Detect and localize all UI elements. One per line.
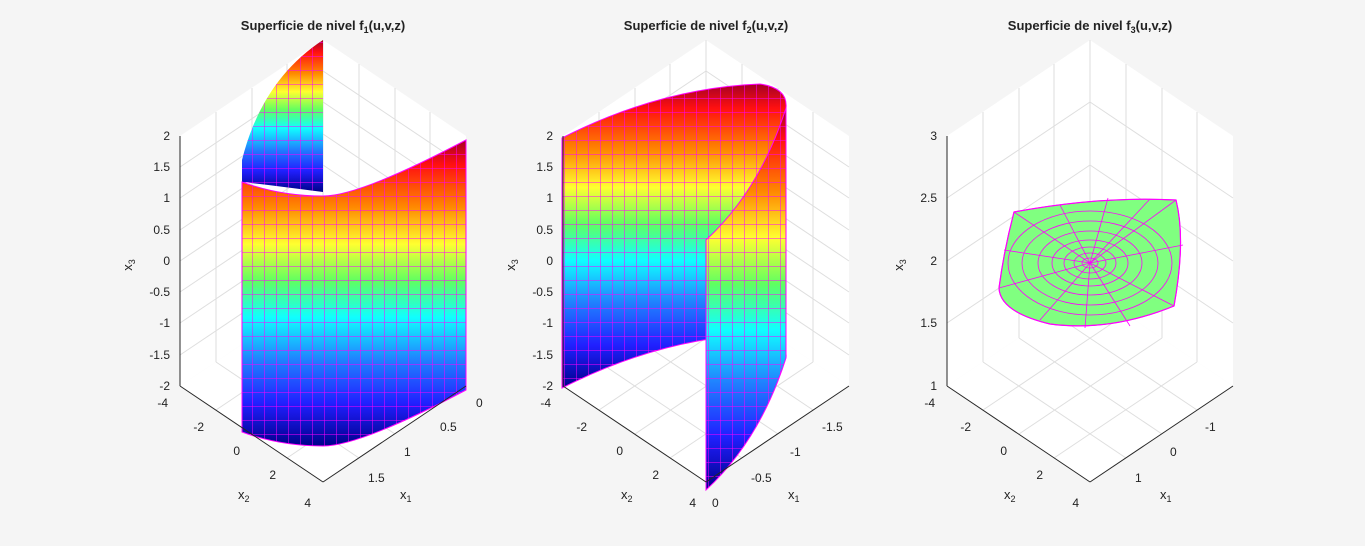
plot-3-yticks: -4 -2 0 2 4 xyxy=(924,396,1079,510)
plot-2-surface xyxy=(561,83,787,492)
plot-2-zlabel: x3 xyxy=(503,259,520,271)
plot-1-ytick: 4 xyxy=(304,496,311,510)
plot-1-ztick: 0.5 xyxy=(153,223,170,237)
plot-3-xticks: 1 0 -1 xyxy=(1135,420,1216,485)
plot-1-zlabel: x3 xyxy=(120,259,137,271)
plot-1-ztick: -1 xyxy=(159,316,170,330)
plot-2-ztick: 0.5 xyxy=(536,223,553,237)
plot-2-ytick: 2 xyxy=(652,468,659,482)
plot-1-ztick: 0 xyxy=(163,254,170,268)
plot-1-ytick: 0 xyxy=(233,444,240,458)
plot-1-ztick: 1.5 xyxy=(153,160,170,174)
plot-3-ztick: 2 xyxy=(930,254,937,268)
plot-3-title: Superficie de nivel f3(u,v,z) xyxy=(1008,18,1172,35)
plot-2-title: Superficie de nivel f2(u,v,z) xyxy=(624,18,788,35)
plot-2-ytick: 0 xyxy=(616,444,623,458)
plot-2-xtick: -0.5 xyxy=(751,471,772,485)
plot-1-xlabel: x1 xyxy=(400,487,412,504)
plot-1-xtick: 1.5 xyxy=(368,471,385,485)
plot-3-xlabel: x1 xyxy=(1160,487,1172,504)
plot-2-axes xyxy=(562,136,850,483)
plot-3-xtick: 0 xyxy=(1170,445,1177,459)
plot-3-ztick: 3 xyxy=(930,129,937,143)
plot-3-ytick: 2 xyxy=(1036,468,1043,482)
plot-2-zticks: 2 1.5 1 0.5 0 -0.5 -1 -1.5 -2 xyxy=(532,129,553,393)
plot-3-ztick: 1.5 xyxy=(920,316,937,330)
plot-2-ztick: -1.5 xyxy=(532,348,553,362)
plot-3-zlabel: x3 xyxy=(891,259,908,271)
plot-3: Superficie de nivel f3(u,v,z) xyxy=(891,18,1234,510)
plot-1-axes xyxy=(179,136,467,483)
plot-2-ztick: 1.5 xyxy=(536,160,553,174)
plot-2-ytick: -4 xyxy=(540,396,551,410)
plot-2-yticks: -4 -2 0 2 4 xyxy=(540,396,696,510)
plot-3-ytick: 4 xyxy=(1072,496,1079,510)
plot-1-ztick: 1 xyxy=(163,191,170,205)
plot-3-ztick: 2.5 xyxy=(920,191,937,205)
plot-3-xtick: 1 xyxy=(1135,471,1142,485)
plot-3-ztick: 1 xyxy=(930,379,937,393)
plot-1-xtick: 1 xyxy=(404,445,411,459)
plot-3-ytick: -4 xyxy=(924,396,935,410)
plot-2-ytick: -2 xyxy=(576,420,587,434)
plot-1: Superficie de nivel f1(u,v,z) xyxy=(120,18,483,510)
plot-3-surface xyxy=(998,197,1184,329)
plot-2-xtick: -1.5 xyxy=(822,420,843,434)
plot-1-xtick: 0.5 xyxy=(440,420,457,434)
plot-1-zticks: 2 1.5 1 0.5 0 -0.5 -1 -1.5 -2 xyxy=(149,129,170,393)
plot-2-ztick: -2 xyxy=(542,379,553,393)
plot-2-surface-front-mesh xyxy=(706,108,786,490)
plot-1-ztick: -1.5 xyxy=(149,348,170,362)
plot-2-xticks: 0 -0.5 -1 -1.5 xyxy=(712,420,843,510)
plot-2-ztick: -1 xyxy=(542,316,553,330)
plot-2: Superficie de nivel f2(u,v,z) xyxy=(503,18,850,510)
plot-2-ztick: -0.5 xyxy=(532,285,553,299)
plot-1-xtick: 0 xyxy=(476,396,483,410)
plot-1-surface-front-mesh xyxy=(242,140,466,446)
plot-1-ylabel: x2 xyxy=(238,487,250,504)
plot-3-axes xyxy=(946,136,1234,483)
plot-1-surface xyxy=(241,40,467,447)
plot-2-xlabel: x1 xyxy=(788,487,800,504)
plot-1-ztick: -2 xyxy=(159,379,170,393)
plot-2-ztick: 0 xyxy=(546,254,553,268)
plot-2-xtick: -1 xyxy=(790,445,801,459)
plot-3-ytick: 0 xyxy=(1000,444,1007,458)
plot-1-ztick: -0.5 xyxy=(149,285,170,299)
plot-3-zticks: 3 2.5 2 1.5 1 xyxy=(920,129,937,393)
plot-2-ytick: 4 xyxy=(689,496,696,510)
plot-1-ytick: -2 xyxy=(193,420,204,434)
plot-2-ztick: 1 xyxy=(546,191,553,205)
plot-3-ytick: -2 xyxy=(960,420,971,434)
plot-1-ytick: 2 xyxy=(269,468,276,482)
plot-2-ztick: 2 xyxy=(546,129,553,143)
plot-2-xtick: 0 xyxy=(712,496,719,510)
plot-3-xtick: -1 xyxy=(1205,420,1216,434)
plot-3-ylabel: x2 xyxy=(1004,487,1016,504)
plot-1-yticks: -4 -2 0 2 4 xyxy=(157,396,311,510)
plot-1-ztick: 2 xyxy=(163,129,170,143)
plot-1-xticks: 0 0.5 1 1.5 xyxy=(368,396,483,485)
plot-3-plane-mesh xyxy=(998,197,1184,329)
plot-1-title: Superficie de nivel f1(u,v,z) xyxy=(241,18,405,35)
plot-1-ytick: -4 xyxy=(157,396,168,410)
plot-3-grid xyxy=(946,40,1234,459)
plot-2-ylabel: x2 xyxy=(621,487,633,504)
plot-1-surface-back-mesh xyxy=(242,40,323,192)
